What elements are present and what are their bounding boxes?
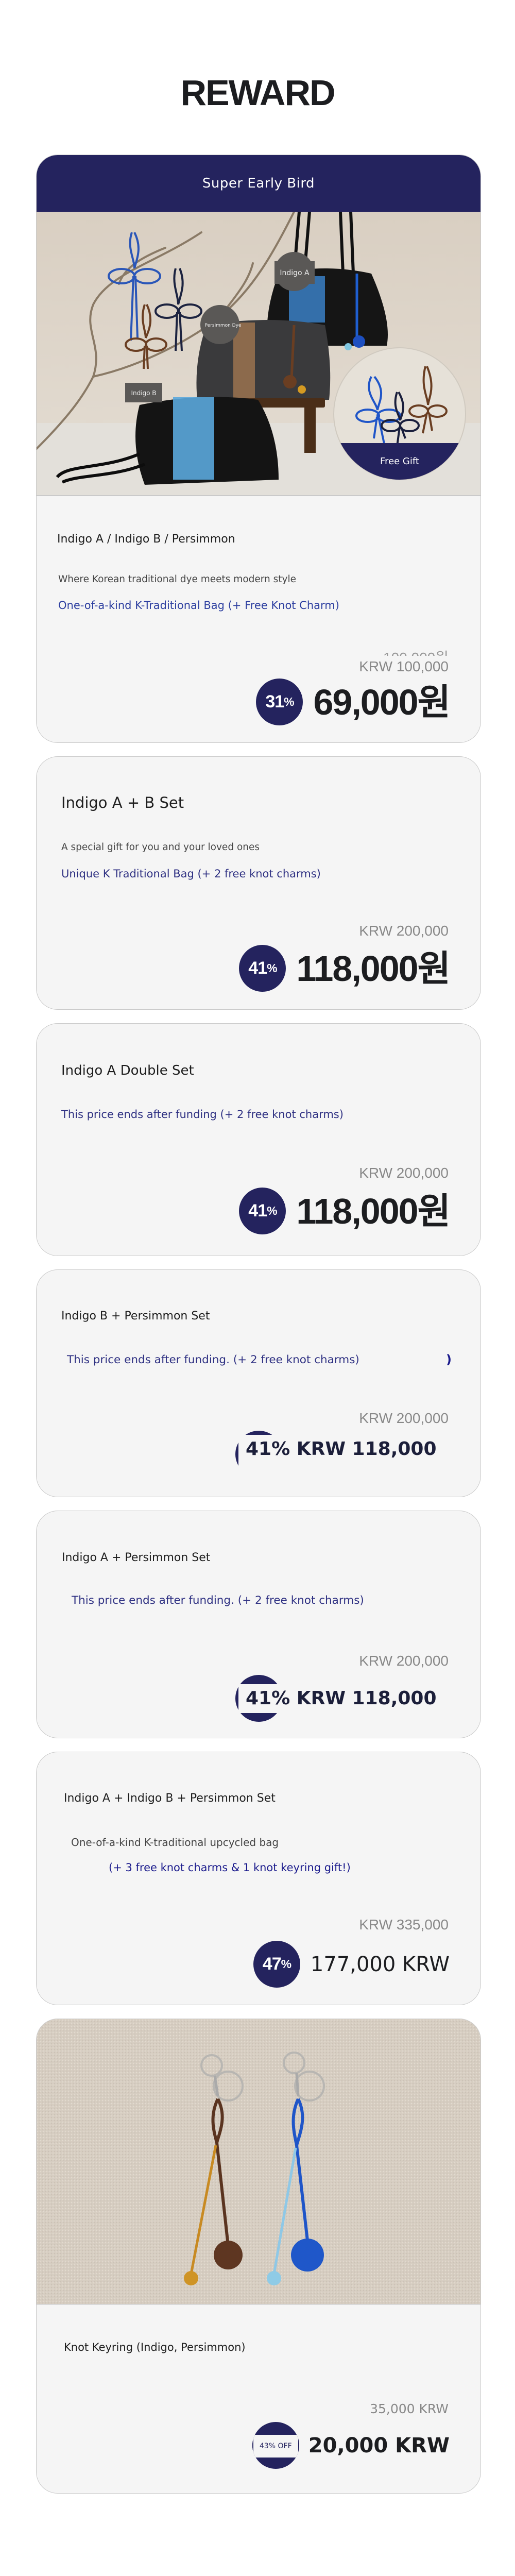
original-price: KRW 100,000	[359, 658, 449, 674]
discount-value: 41	[248, 958, 267, 978]
label-persimmon-dye: Persimmon Dye	[205, 323, 242, 328]
discount-label: 43% OFF	[252, 2435, 299, 2458]
original-price: KRW 335,000	[359, 1917, 449, 1933]
reward-highlight: Unique K Traditional Bag (+ 2 free knot …	[61, 868, 321, 880]
keyrings-illustration	[37, 2019, 480, 2304]
reward-title: Indigo A Double Set	[61, 1063, 194, 1078]
product-photo-bags: Indigo A Persimmon Dye Indigo B	[37, 211, 480, 496]
price-row: 31% 69,000원	[256, 679, 451, 725]
price-row: 47% 177,000 KRW	[253, 1941, 450, 1988]
tag-persimmon: Persimmon Dye	[200, 305, 242, 344]
card-header: Super Early Bird	[37, 155, 480, 212]
reward-highlight: (+ 3 free knot charms & 1 knot keyring g…	[109, 1861, 351, 1874]
discount-unit: %	[267, 961, 277, 975]
reward-subtitle: A special gift for you and your loved on…	[61, 842, 260, 853]
reward-title: Knot Keyring (Indigo, Persimmon)	[64, 2341, 246, 2353]
reward-title: Indigo A + Persimmon Set	[62, 1551, 211, 1564]
tag-indigo-a: Indigo A	[274, 252, 315, 291]
sale-price: 177,000 KRW	[310, 1952, 450, 1976]
discount-badge: 43% OFF	[252, 2422, 299, 2469]
reward-card-indigo-a-double-set[interactable]: Indigo A Double Set This price ends afte…	[36, 1023, 481, 1256]
label-indigo-b: Indigo B	[131, 389, 156, 397]
discount-badge: 41%	[239, 1188, 286, 1234]
sale-price: 41% KRW 118,000	[238, 1435, 437, 1486]
tag-indigo-b: Indigo B	[125, 383, 162, 402]
price-row: 41% 118,000원	[239, 1188, 451, 1234]
discount-unit: %	[284, 695, 294, 708]
sale-price: 118,000원	[296, 1191, 451, 1231]
reward-card-indigo-a-b-set[interactable]: Indigo A + B Set A special gift for you …	[36, 756, 481, 1010]
discount-value: 47	[262, 1954, 282, 1974]
price-row: 43% OFF 20,000 KRW	[252, 2422, 450, 2469]
knot-charm-brown	[125, 304, 167, 369]
reward-subtitle: Where Korean traditional dye meets moder…	[58, 574, 297, 585]
reward-card-knot-keyring[interactable]: Knot Keyring (Indigo, Persimmon) 35,000 …	[36, 2019, 481, 2494]
product-photo-keyrings	[37, 2019, 480, 2304]
reward-title: Indigo A + Indigo B + Persimmon Set	[64, 1792, 276, 1805]
reward-card-indigo-b-persimmon-set[interactable]: Indigo B + Persimmon Set This price ends…	[36, 1269, 481, 1497]
original-price: KRW 200,000	[359, 1410, 449, 1426]
keyring-persimmon	[184, 2054, 244, 2285]
original-price: 35,000 KRW	[370, 2401, 449, 2416]
bag-indigo-b	[56, 397, 279, 485]
page-heading: REWARD	[180, 73, 335, 113]
old-price-overlap: 100,000원	[383, 649, 449, 656]
knot-charm-navy	[154, 268, 202, 351]
discount-badge: 41%	[239, 945, 286, 992]
discount-value: 41	[248, 1201, 267, 1221]
sale-price: 41% KRW 118,000	[238, 1684, 437, 1713]
discount-badge: 31%	[256, 679, 303, 725]
reward-title: Indigo A + B Set	[61, 794, 184, 811]
sale-price: 20,000 KRW	[308, 2433, 450, 2458]
reward-highlight: This price ends after funding. (+ 2 free…	[72, 1594, 364, 1607]
discount-unit: %	[267, 1204, 277, 1217]
keyring-indigo	[267, 2052, 325, 2285]
reward-highlight: One-of-a-kind K-Traditional Bag (+ Free …	[58, 599, 339, 612]
reward-subtitle: One-of-a-kind K-traditional upcycled bag	[71, 1836, 279, 1849]
reward-highlight: This price ends after funding. (+ 2 free…	[67, 1353, 359, 1366]
reward-card-full-set[interactable]: Indigo A + Indigo B + Persimmon Set One-…	[36, 1752, 481, 2005]
discount-unit: %	[281, 1957, 291, 1971]
reward-card-indigo-a-persimmon-set[interactable]: Indigo A + Persimmon Set This price ends…	[36, 1511, 481, 1738]
discount-value: 31	[265, 692, 284, 711]
bags-illustration: Indigo A Persimmon Dye Indigo B	[37, 211, 480, 495]
free-gift-label: Free Gift	[380, 456, 419, 467]
price-row: 41% 118,000원	[239, 945, 451, 992]
label-indigo-a: Indigo A	[280, 269, 310, 277]
sale-price: 69,000원	[313, 682, 451, 722]
original-price: KRW 200,000	[359, 1165, 449, 1181]
stray-mark: )	[446, 1352, 452, 1367]
discount-badge: 47%	[253, 1941, 300, 1988]
sale-price: 118,000원	[296, 948, 451, 989]
reward-card-super-early-bird[interactable]: Super Early Bird	[36, 155, 481, 743]
knot-charm-blue	[108, 232, 161, 341]
reward-highlight: This price ends after funding (+ 2 free …	[61, 1108, 344, 1121]
original-price: KRW 200,000	[359, 1653, 449, 1669]
original-price: KRW 200,000	[359, 923, 449, 939]
reward-title: Indigo A / Indigo B / Persimmon	[57, 533, 235, 546]
reward-title: Indigo B + Persimmon Set	[61, 1310, 210, 1323]
